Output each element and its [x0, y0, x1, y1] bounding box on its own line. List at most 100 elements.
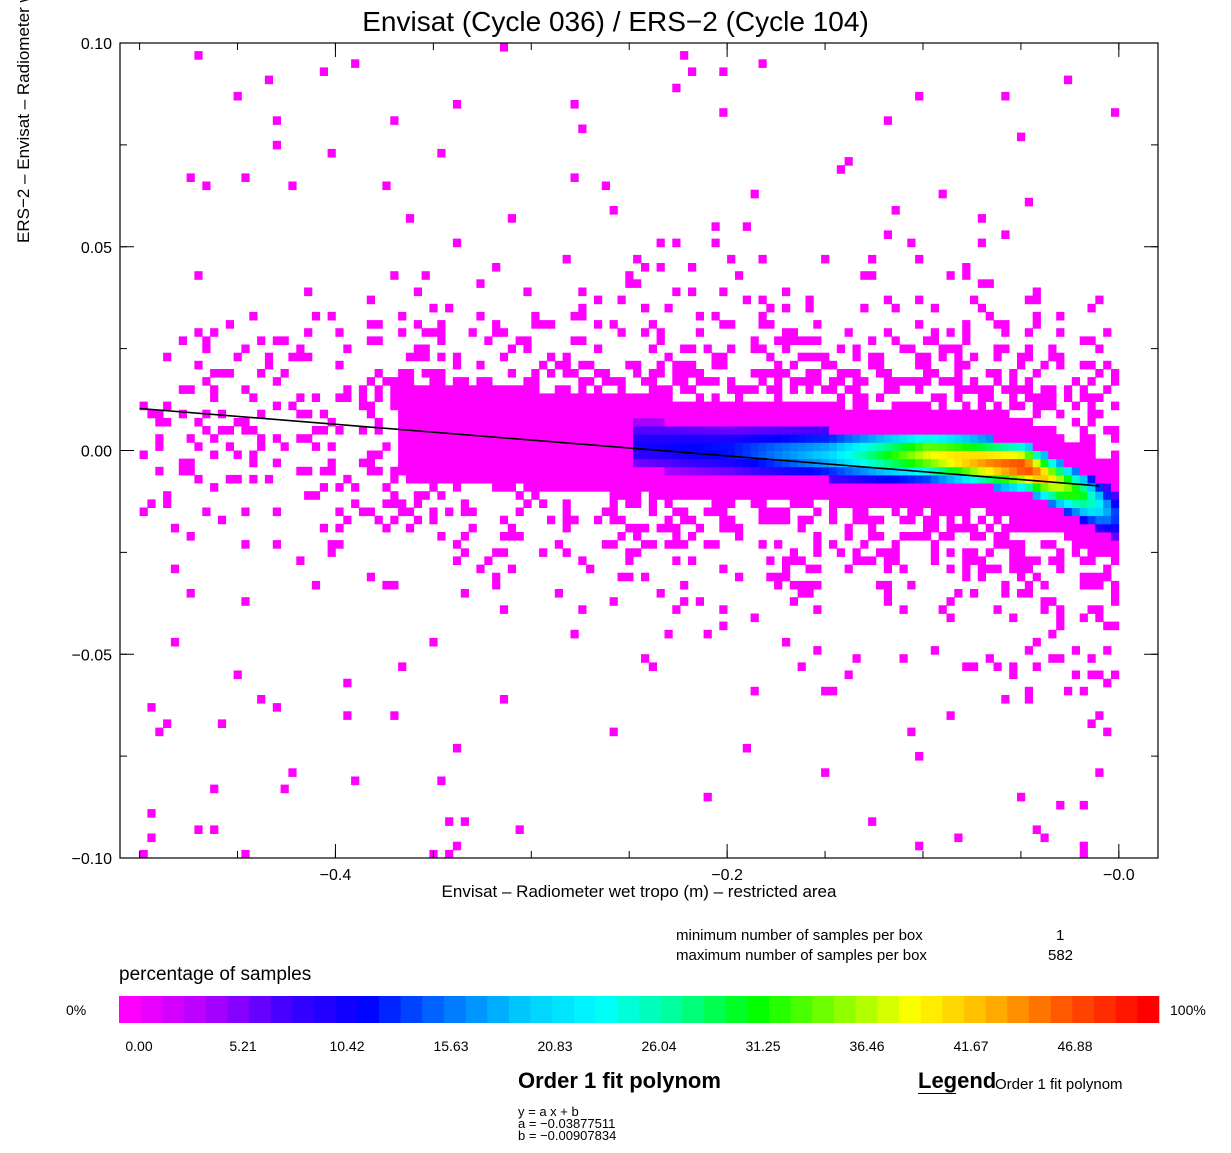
density-cell — [421, 369, 430, 378]
density-cell — [641, 654, 650, 663]
density-cell — [1032, 369, 1041, 378]
density-cell — [554, 540, 563, 549]
density-cell — [742, 409, 751, 419]
density-cell — [233, 417, 242, 427]
density-cell — [750, 442, 759, 451]
density-cell — [797, 474, 806, 484]
colorbar-tick-label: 41.67 — [953, 1038, 988, 1054]
density-cell — [311, 426, 321, 435]
density-cell — [586, 474, 595, 484]
density-cell — [601, 377, 610, 386]
density-cell — [429, 417, 438, 427]
density-cell — [735, 483, 744, 492]
density-cell — [1064, 515, 1073, 525]
density-cell — [860, 442, 869, 451]
density-cell — [1048, 352, 1057, 362]
density-cell — [507, 483, 516, 492]
density-cell — [578, 450, 587, 460]
density-cell — [735, 401, 744, 411]
density-cell — [594, 515, 603, 525]
density-cell — [1111, 580, 1120, 590]
density-cell — [1079, 458, 1088, 468]
density-cell — [915, 752, 924, 761]
density-cell — [1087, 377, 1096, 386]
density-cell — [523, 450, 532, 460]
density-cell — [445, 409, 454, 419]
density-cell — [437, 369, 446, 378]
density-cell — [1032, 295, 1041, 305]
density-cell — [1017, 792, 1026, 802]
colorbar-bin — [704, 996, 726, 1023]
density-cell — [1001, 474, 1010, 484]
density-cell — [648, 393, 657, 402]
density-cell — [523, 385, 532, 394]
density-cell — [782, 564, 791, 574]
density-cell — [727, 458, 736, 468]
density-cell — [844, 442, 853, 451]
density-cell — [954, 523, 963, 533]
density-cell — [891, 409, 900, 419]
density-cell — [539, 499, 548, 508]
density-cell — [664, 352, 673, 362]
density-cell — [899, 417, 908, 427]
density-cell — [899, 409, 908, 419]
density-cell — [578, 377, 587, 386]
density-cell — [758, 450, 767, 460]
density-cell — [915, 352, 924, 362]
colorbar-title: percentage of samples — [119, 964, 312, 985]
density-cell — [539, 474, 548, 484]
density-cell — [351, 499, 360, 508]
density-cell — [1001, 507, 1010, 517]
density-cell — [1032, 474, 1041, 484]
density-cell — [1056, 434, 1065, 443]
density-cell — [962, 474, 971, 484]
density-cell — [241, 540, 250, 549]
density-cell — [938, 499, 947, 508]
density-cell — [876, 352, 885, 362]
density-cell — [578, 442, 587, 451]
density-cell — [351, 776, 360, 786]
density-cell — [711, 393, 720, 402]
density-cell — [1009, 401, 1018, 411]
density-cell — [515, 507, 524, 517]
density-cell — [1064, 532, 1073, 541]
density-cell — [664, 629, 673, 639]
density-cell — [703, 629, 712, 639]
density-cell — [899, 499, 908, 508]
density-cell — [899, 474, 908, 484]
density-cell — [421, 450, 430, 460]
density-cell — [398, 385, 407, 394]
density-cell — [272, 458, 281, 468]
density-cell — [1095, 515, 1104, 525]
density-cell — [507, 474, 516, 484]
density-cell — [821, 352, 830, 362]
density-cell — [445, 849, 454, 859]
density-cell — [1056, 450, 1065, 460]
density-cell — [993, 507, 1002, 517]
density-cell — [641, 393, 650, 402]
density-cell — [492, 548, 501, 557]
density-cell — [1087, 409, 1096, 419]
density-cell — [570, 393, 579, 402]
density-cell — [594, 417, 603, 427]
density-cell — [813, 426, 822, 435]
density-cell — [554, 466, 563, 476]
density-cell — [860, 409, 869, 419]
density-cell — [1087, 580, 1096, 590]
density-cell — [766, 352, 775, 362]
density-cell — [1009, 393, 1018, 402]
colorbar-tick-label: 10.42 — [329, 1038, 364, 1054]
density-cell — [672, 466, 681, 476]
density-cell — [358, 401, 368, 411]
density-cell — [915, 491, 924, 500]
density-cell — [727, 254, 736, 264]
density-cell — [1056, 613, 1065, 623]
density-cell — [813, 580, 822, 590]
density-cell — [782, 442, 791, 451]
density-cell — [1017, 515, 1026, 525]
density-cell — [288, 352, 297, 362]
density-cell — [1095, 466, 1104, 476]
density-cell — [202, 426, 211, 435]
density-cell — [970, 352, 979, 362]
density-cell — [813, 564, 822, 574]
